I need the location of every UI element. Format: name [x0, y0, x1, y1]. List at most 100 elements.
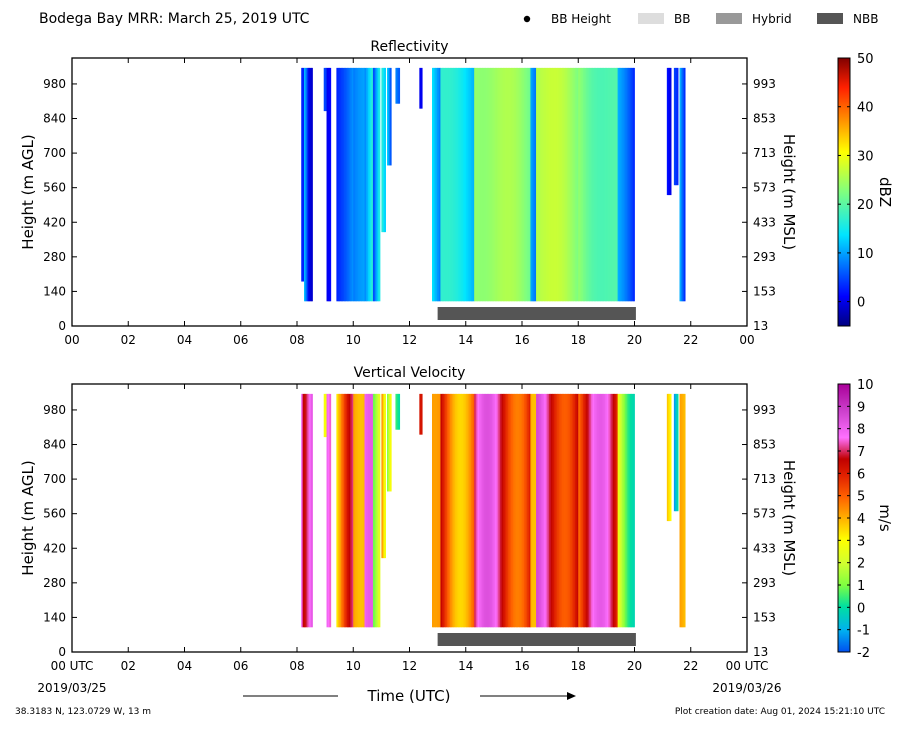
x-tick-label: 02: [121, 333, 136, 347]
data-cell: [566, 67, 569, 302]
data-cell: [628, 393, 631, 628]
data-cell: [358, 67, 361, 302]
data-cell: [536, 393, 539, 628]
data-cell: [519, 67, 522, 302]
x-tick-label: 10: [346, 659, 361, 673]
data-cell: [372, 393, 376, 628]
data-cell: [483, 67, 486, 302]
data-cell: [446, 67, 449, 302]
data-cell: [522, 393, 525, 628]
y-tick-label-right: 13: [753, 645, 768, 659]
data-cell: [509, 393, 512, 628]
colorbar-tick-label: 0: [857, 296, 865, 311]
nbb-bar: [437, 633, 636, 646]
data-cell: [359, 393, 362, 628]
y-tick-label: 700: [43, 472, 66, 486]
data-cell: [558, 67, 561, 302]
data-cell: [587, 67, 590, 302]
data-cell: [540, 67, 543, 302]
data-cell: [366, 393, 369, 628]
data-cell: [582, 393, 585, 628]
data-cell: [605, 67, 607, 302]
data-cell: [600, 67, 603, 302]
data-cell: [437, 393, 440, 628]
data-cell: [445, 67, 448, 302]
data-cell: [608, 67, 611, 302]
data-cell: [301, 393, 304, 628]
data-cell: [482, 393, 485, 628]
data-cell: [571, 393, 574, 628]
data-cell: [603, 67, 606, 302]
data-cell: [525, 67, 528, 302]
data-cell: [534, 393, 537, 628]
data-cell: [594, 67, 596, 302]
data-cell: [616, 393, 619, 628]
data-cell: [462, 393, 465, 628]
data-cell: [582, 67, 585, 302]
data-cell: [578, 67, 581, 302]
x-tick-label: 14: [458, 333, 473, 347]
x-tick-label: 18: [571, 659, 586, 673]
colorbar-tick-label: -2: [857, 646, 870, 661]
creation-date-label: Plot creation date: Aug 01, 2024 15:21:1…: [675, 707, 885, 717]
data-cell: [359, 67, 362, 302]
data-cell: [440, 393, 443, 628]
data-cell: [562, 393, 565, 628]
data-cell: [437, 67, 440, 302]
data-cell: [496, 67, 499, 302]
panel-title: Reflectivity: [370, 39, 448, 55]
y-tick-label-right: 573: [753, 181, 776, 195]
data-cell: [336, 393, 339, 628]
data-cell: [432, 67, 435, 302]
colorbar-tick-label: 20: [857, 198, 874, 213]
data-cell: [325, 393, 327, 438]
data-cell: [388, 67, 391, 166]
data-cell: [539, 393, 542, 628]
y-tick-label: 140: [43, 284, 66, 298]
data-cell: [432, 393, 435, 628]
y-tick-label-right: 293: [753, 576, 776, 590]
data-cell: [477, 67, 480, 302]
xlabel-arrow-right: [480, 692, 576, 700]
legend-swatch: [716, 13, 742, 24]
data-cell: [544, 393, 547, 628]
data-cell: [608, 393, 611, 628]
data-cell: [466, 393, 469, 628]
x-tick-label: 20: [627, 659, 642, 673]
data-cell: [348, 393, 351, 628]
data-cell: [493, 393, 496, 628]
y-tick-label-right: 713: [753, 146, 776, 160]
data-cell: [545, 393, 548, 628]
data-cell: [361, 67, 364, 302]
data-cell: [472, 67, 475, 302]
data-cell: [682, 67, 685, 302]
data-cell: [509, 67, 512, 302]
data-cell: [336, 67, 339, 302]
data-cell: [675, 393, 678, 512]
data-cell: [450, 67, 453, 302]
data-cell: [539, 67, 542, 302]
data-cell: [482, 67, 485, 302]
data-cell: [443, 393, 446, 628]
data-cell: [305, 67, 308, 302]
data-cell: [454, 67, 457, 302]
data-cell: [493, 67, 496, 302]
x-tick-label: 14: [458, 659, 473, 673]
data-cell: [469, 393, 472, 628]
data-cell: [625, 67, 628, 302]
legend-item-hybrid: Hybrid: [716, 12, 792, 26]
y-tick-label-right: 853: [753, 438, 776, 452]
data-cell: [514, 67, 517, 302]
data-cell: [420, 393, 423, 435]
data-cell: [533, 393, 536, 628]
y-tick-label-right: 573: [753, 507, 776, 521]
data-cell: [669, 67, 672, 196]
data-cell: [514, 393, 517, 628]
data-cell: [606, 393, 609, 628]
data-cell: [354, 67, 357, 302]
data-cell: [612, 393, 615, 628]
data-cell: [345, 67, 348, 302]
data-cell: [680, 393, 683, 628]
y-axis-label-right: Height (m MSL): [780, 460, 798, 576]
data-cell: [498, 393, 501, 628]
